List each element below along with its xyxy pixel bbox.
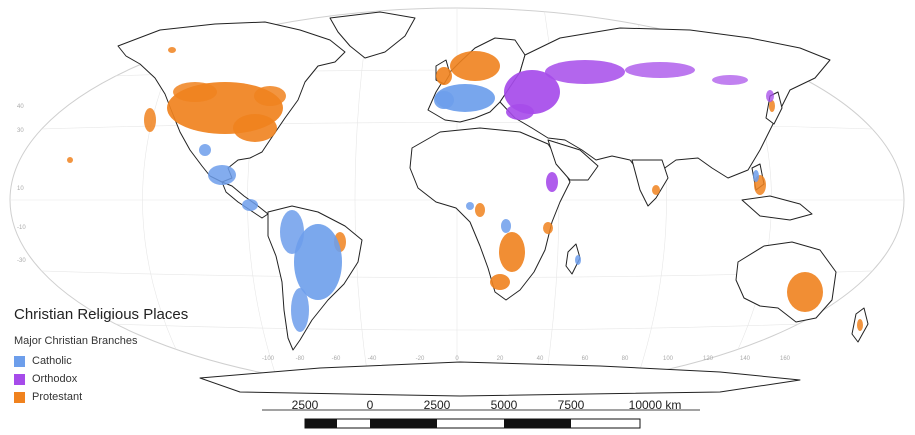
- indian-subcontinent: [631, 159, 669, 207]
- legend-swatch: [14, 355, 25, 367]
- lon-label: 40: [536, 356, 544, 362]
- legend-item-protestant: Protestant: [14, 388, 264, 406]
- lon-label: 100: [662, 356, 674, 362]
- lat-label: -10: [17, 225, 26, 231]
- arabian-peninsula: [547, 139, 599, 181]
- lon-label: -20: [415, 356, 425, 362]
- legend-label: Orthodox: [32, 373, 78, 385]
- protestant-places: [67, 47, 863, 331]
- orthodox-places: [504, 60, 774, 192]
- central-america: [221, 181, 269, 219]
- madagascar: [565, 243, 581, 275]
- lon-label: -60: [331, 356, 341, 362]
- lon-label: -80: [295, 356, 305, 362]
- lat-label: 40: [17, 104, 24, 110]
- scale-bar: [262, 409, 700, 429]
- lat-label: 30: [17, 128, 24, 134]
- legend-label: Protestant: [32, 391, 83, 403]
- legend: Christian Religious Places Major Christi…: [14, 306, 264, 406]
- scale-label: 0: [366, 398, 374, 412]
- legend-swatch: [14, 391, 25, 403]
- scale-label: 2500: [423, 398, 451, 412]
- antarctica: [199, 361, 801, 397]
- lon-label: 80: [621, 356, 629, 362]
- lon-label: 140: [739, 356, 751, 362]
- legend-item-orthodox: Orthodox: [14, 370, 264, 388]
- lon-label: 120: [702, 356, 714, 362]
- lat-label: 10: [17, 186, 24, 192]
- lon-label: -40: [367, 356, 377, 362]
- legend-label: Catholic: [32, 355, 72, 367]
- legend-subtitle: Major Christian Branches: [14, 335, 138, 347]
- legend-title: Christian Religious Places: [14, 306, 189, 323]
- lon-label: 20: [496, 356, 504, 362]
- lon-label: 60: [581, 356, 589, 362]
- lat-label: -30: [17, 258, 26, 264]
- greenland: [329, 11, 416, 59]
- legend-item-catholic: Catholic: [14, 352, 264, 370]
- scale-label: 10000 km: [628, 398, 682, 412]
- legend-swatch: [14, 373, 25, 385]
- lon-label: 0: [455, 356, 459, 362]
- lon-label: -100: [261, 356, 275, 362]
- scale-label: 7500: [557, 398, 585, 412]
- catholic-places: [199, 84, 759, 332]
- scale-label: 5000: [490, 398, 518, 412]
- africa: [409, 127, 571, 301]
- southeast-asia-islands: [741, 195, 813, 221]
- scale-label: 2500: [291, 398, 319, 412]
- lon-label: 160: [779, 356, 791, 362]
